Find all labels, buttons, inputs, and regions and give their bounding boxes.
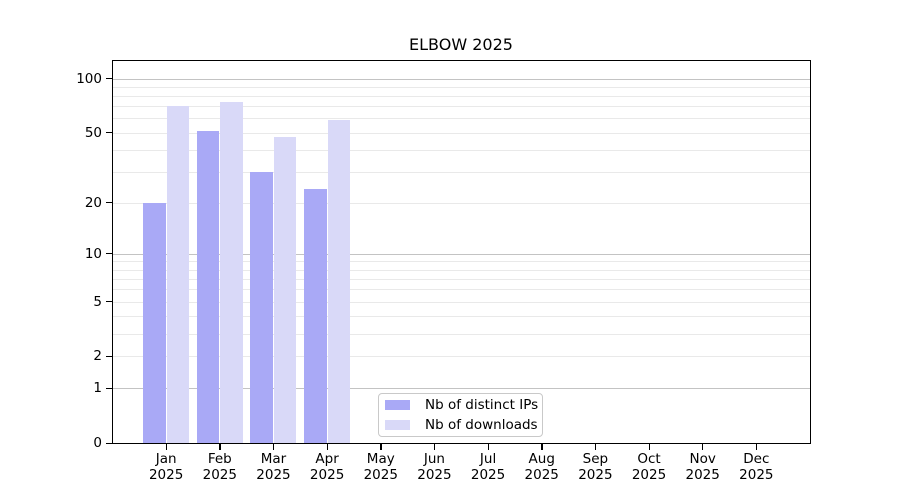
gridline-minor-70 bbox=[113, 106, 810, 108]
y-tick-label-5: 5 bbox=[93, 293, 102, 310]
bar-downloads-apr bbox=[327, 119, 351, 443]
x-tick-label-jun: Jun 2025 bbox=[417, 451, 452, 483]
x-tick-mark-jan bbox=[165, 444, 167, 450]
x-tick-label-mar: Mar 2025 bbox=[256, 451, 291, 483]
gridline-major-10 bbox=[113, 253, 810, 255]
y-tick-mark-20 bbox=[106, 202, 112, 204]
legend-item-distinct-ips: Nb of distinct IPs bbox=[385, 397, 542, 414]
bar-distinct-ips-apr bbox=[304, 188, 327, 443]
legend-label-downloads: Nb of downloads bbox=[425, 416, 538, 433]
gridline-minor-30 bbox=[113, 171, 810, 173]
y-tick-label-1: 1 bbox=[93, 380, 102, 397]
gridline-minor-50 bbox=[113, 132, 810, 134]
y-tick-label-100: 100 bbox=[76, 70, 102, 87]
gridline-minor-80 bbox=[113, 96, 810, 97]
x-tick-label-sep: Sep 2025 bbox=[578, 451, 613, 483]
gridline-major-100 bbox=[113, 78, 810, 80]
x-tick-mark-oct bbox=[648, 444, 650, 450]
y-tick-mark-50 bbox=[106, 132, 112, 134]
legend-label-distinct-ips: Nb of distinct IPs bbox=[425, 396, 539, 413]
x-tick-mark-jul bbox=[487, 444, 489, 450]
gridline-minor-2 bbox=[113, 356, 810, 358]
bar-distinct-ips-feb bbox=[196, 131, 220, 443]
left-spine bbox=[112, 60, 114, 444]
y-tick-label-50: 50 bbox=[84, 124, 102, 141]
bar-downloads-jan bbox=[166, 106, 190, 443]
gridline-minor-5 bbox=[113, 301, 810, 303]
gridline-minor-40 bbox=[113, 149, 810, 151]
gridline-minor-3 bbox=[113, 333, 810, 335]
legend-item-downloads: Nb of downloads bbox=[385, 417, 542, 434]
y-tick-mark-1 bbox=[106, 387, 112, 390]
gridline-minor-6 bbox=[113, 289, 810, 291]
y-tick-label-0: 0 bbox=[93, 435, 102, 451]
legend-swatch-distinct-ips bbox=[385, 400, 410, 410]
y-tick-label-2: 2 bbox=[93, 348, 102, 365]
x-tick-label-nov: Nov 2025 bbox=[685, 451, 720, 483]
y-tick-mark-5 bbox=[106, 301, 112, 303]
gridline-minor-60 bbox=[113, 118, 810, 120]
x-tick-mark-feb bbox=[219, 444, 221, 450]
x-tick-mark-may bbox=[380, 444, 382, 450]
bar-distinct-ips-jan bbox=[143, 202, 166, 443]
x-tick-mark-jun bbox=[433, 444, 436, 450]
legend: Nb of distinct IPs Nb of downloads bbox=[378, 393, 543, 437]
x-tick-label-aug: Aug 2025 bbox=[524, 451, 559, 483]
bar-downloads-feb bbox=[220, 102, 243, 443]
right-spine bbox=[809, 60, 811, 444]
gridline-minor-8 bbox=[113, 269, 810, 271]
x-tick-mark-nov bbox=[702, 444, 704, 450]
x-tick-mark-dec bbox=[755, 444, 758, 450]
bar-distinct-ips-mar bbox=[250, 171, 273, 443]
y-tick-label-20: 20 bbox=[84, 194, 102, 211]
x-tick-label-feb: Feb 2025 bbox=[202, 451, 237, 483]
x-tick-label-jan: Jan 2025 bbox=[148, 451, 184, 483]
legend-swatch-downloads bbox=[385, 420, 410, 430]
y-tick-mark-2 bbox=[106, 355, 112, 358]
x-tick-mark-mar bbox=[272, 444, 275, 450]
x-tick-label-jul: Jul 2025 bbox=[470, 451, 506, 483]
gridline-minor-7 bbox=[113, 278, 810, 280]
gridline-minor-90 bbox=[113, 86, 810, 88]
gridline-minor-9 bbox=[113, 261, 810, 263]
chart-title: ELBOW 2025 bbox=[409, 35, 513, 54]
bar-downloads-mar bbox=[273, 137, 297, 443]
x-tick-mark-sep bbox=[594, 444, 597, 450]
x-tick-mark-aug bbox=[541, 444, 543, 450]
y-tick-mark-0 bbox=[106, 442, 112, 444]
y-tick-label-10: 10 bbox=[84, 245, 102, 262]
x-tick-mark-apr bbox=[326, 444, 328, 450]
top-spine bbox=[112, 59, 811, 62]
gridline-major-1 bbox=[113, 388, 810, 390]
x-tick-label-apr: Apr 2025 bbox=[309, 451, 345, 483]
x-tick-label-dec: Dec 2025 bbox=[739, 451, 774, 483]
y-tick-mark-100 bbox=[106, 78, 112, 80]
y-tick-mark-10 bbox=[106, 253, 112, 255]
gridline-minor-20 bbox=[113, 202, 810, 204]
gridline-minor-4 bbox=[113, 315, 810, 317]
x-tick-label-may: May 2025 bbox=[363, 451, 398, 483]
bottom-spine bbox=[112, 443, 811, 445]
x-tick-label-oct: Oct 2025 bbox=[631, 451, 667, 483]
